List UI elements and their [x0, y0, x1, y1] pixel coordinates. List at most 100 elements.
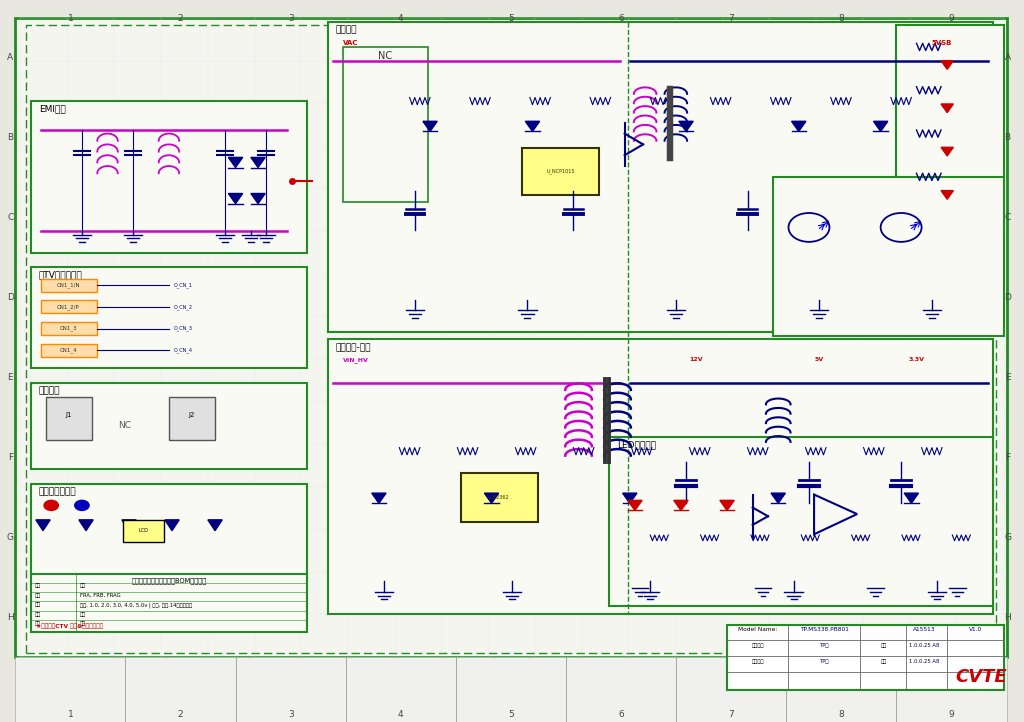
Bar	[26, 25, 996, 653]
Polygon shape	[792, 121, 806, 131]
Bar	[31, 101, 307, 253]
Polygon shape	[941, 191, 953, 199]
Text: EMI电路: EMI电路	[39, 105, 66, 113]
Text: 备注: 备注	[80, 612, 86, 617]
Text: 1.0.0.25 A8: 1.0.0.25 A8	[909, 643, 940, 648]
Text: 5VSB: 5VSB	[932, 40, 952, 45]
Polygon shape	[628, 500, 642, 510]
Text: O_CN_2: O_CN_2	[174, 304, 194, 310]
Text: H: H	[1005, 612, 1011, 622]
Polygon shape	[941, 61, 953, 69]
Text: LCD: LCD	[138, 529, 148, 533]
Text: J2: J2	[188, 412, 195, 418]
Text: 6: 6	[618, 14, 624, 22]
Text: CVTE: CVTE	[955, 668, 1007, 686]
Text: 问题: 问题	[35, 602, 41, 607]
Text: NC: NC	[119, 422, 131, 430]
Bar	[328, 339, 993, 614]
Text: Model Name:: Model Name:	[738, 627, 777, 632]
Text: 新视野中小规模板机电源BOM生产工艺: 新视野中小规模板机电源BOM生产工艺	[131, 578, 207, 584]
Bar	[343, 47, 428, 202]
Polygon shape	[122, 520, 136, 531]
Text: D: D	[7, 293, 13, 302]
Text: G: G	[7, 533, 13, 542]
Bar	[522, 148, 599, 195]
Text: CN1_2/P: CN1_2/P	[57, 304, 80, 310]
Text: G: G	[1005, 533, 1011, 542]
Text: 4: 4	[398, 710, 403, 719]
Text: A: A	[7, 53, 13, 63]
Text: 7: 7	[728, 710, 734, 719]
Polygon shape	[228, 157, 243, 168]
Text: 8: 8	[839, 710, 844, 719]
Polygon shape	[623, 493, 637, 503]
Polygon shape	[79, 520, 93, 531]
Polygon shape	[36, 520, 50, 531]
Text: H: H	[7, 612, 13, 622]
Text: 时间: 时间	[881, 659, 887, 664]
Polygon shape	[208, 520, 222, 531]
Bar	[41, 344, 97, 357]
Text: 2: 2	[178, 14, 183, 22]
Bar	[896, 25, 1004, 235]
Text: 测试规范: 测试规范	[752, 659, 764, 664]
Text: CN1_3: CN1_3	[59, 326, 78, 331]
Text: TP版: TP版	[819, 659, 829, 664]
Bar	[727, 625, 1004, 690]
Bar	[461, 473, 538, 522]
Text: 9: 9	[948, 14, 954, 22]
Bar	[41, 322, 97, 335]
Text: 5: 5	[508, 14, 514, 22]
Text: CN1_4: CN1_4	[59, 347, 78, 353]
Text: 待机电路: 待机电路	[336, 25, 357, 34]
Text: 5V: 5V	[814, 357, 824, 362]
Polygon shape	[251, 157, 265, 168]
Polygon shape	[423, 121, 437, 131]
Text: 调试, 1.0, 2.0, 3.0, 4.0, 5.0v | 区域, 区域.14认识图纸格: 调试, 1.0, 2.0, 3.0, 4.0, 5.0v | 区域, 区域.14…	[80, 602, 191, 608]
Text: 9: 9	[948, 710, 954, 719]
Circle shape	[44, 500, 58, 510]
Text: F: F	[7, 453, 13, 462]
Text: 12V: 12V	[689, 357, 703, 362]
Text: 4: 4	[398, 14, 403, 22]
Text: 2: 2	[178, 710, 183, 719]
Text: V1.0: V1.0	[970, 627, 982, 632]
Text: B: B	[7, 134, 13, 142]
Polygon shape	[941, 147, 953, 156]
Polygon shape	[720, 500, 734, 510]
Bar	[41, 279, 97, 292]
Text: C: C	[7, 213, 13, 222]
Text: 3: 3	[288, 14, 294, 22]
Bar	[15, 657, 1007, 722]
Text: 1: 1	[68, 710, 74, 719]
Text: E: E	[7, 373, 13, 382]
Text: J1: J1	[66, 412, 72, 418]
Bar	[31, 383, 307, 469]
Text: O_CN_1: O_CN_1	[174, 282, 194, 288]
Polygon shape	[674, 500, 688, 510]
Text: C: C	[1005, 213, 1011, 222]
Polygon shape	[525, 121, 540, 131]
Text: 辅料及结构件等: 辅料及结构件等	[39, 487, 77, 496]
Text: CN1_1/N: CN1_1/N	[56, 282, 81, 288]
Text: O_CN_3: O_CN_3	[174, 326, 194, 331]
Text: 1.0.0.25 A8: 1.0.0.25 A8	[909, 659, 940, 664]
Text: OB2362: OB2362	[489, 495, 509, 500]
Text: NC: NC	[379, 51, 392, 61]
Text: VAC: VAC	[343, 40, 358, 45]
Polygon shape	[873, 121, 888, 131]
Text: LED过压保护: LED过压保护	[617, 440, 656, 449]
Polygon shape	[904, 493, 919, 503]
Text: 参考: 参考	[35, 593, 41, 598]
Text: 工件: 工件	[35, 583, 41, 588]
Text: O_CN_4: O_CN_4	[174, 347, 194, 353]
Text: 背光接口: 背光接口	[39, 386, 60, 395]
Text: TP版: TP版	[819, 643, 829, 648]
Bar	[169, 397, 215, 440]
Text: FRA, FRB, FRAG: FRA, FRB, FRAG	[80, 593, 121, 598]
Text: 3: 3	[288, 710, 294, 719]
Bar	[328, 22, 993, 332]
Bar	[609, 437, 993, 606]
Bar	[31, 484, 307, 578]
Text: TP.MS338.PB801: TP.MS338.PB801	[800, 627, 849, 632]
